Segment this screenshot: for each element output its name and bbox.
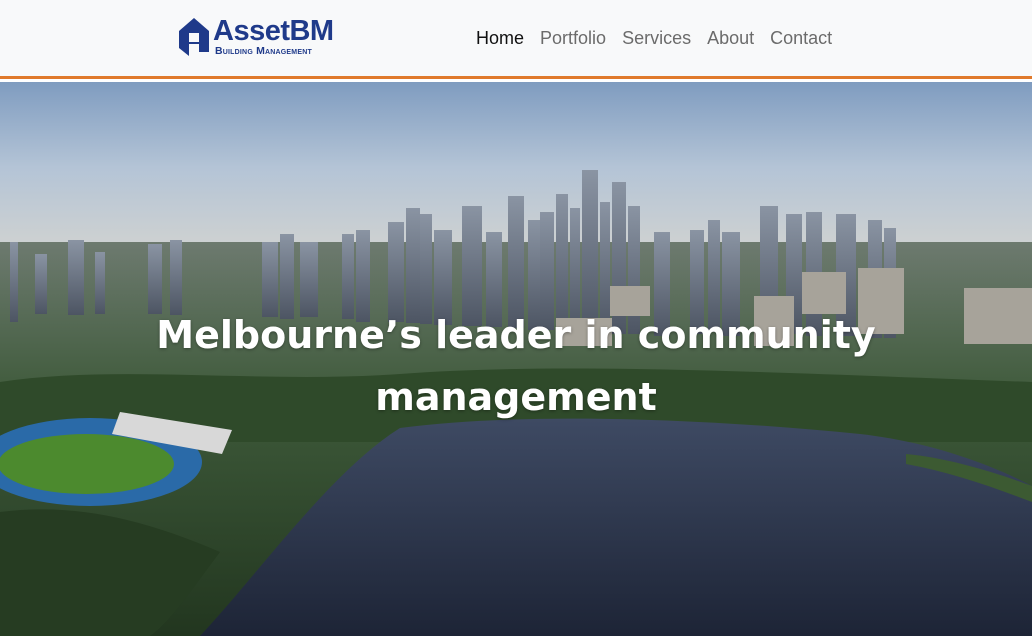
site-header: AssetBM Building Management Home Portfol… — [0, 0, 1032, 79]
hero-title: Melbourne’s leader in community manageme… — [0, 304, 1032, 428]
site-logo[interactable]: AssetBM Building Management — [178, 16, 368, 60]
nav-services[interactable]: Services — [622, 28, 692, 48]
main-nav: Home Portfolio Services About Contact — [476, 26, 832, 50]
logo-wordmark: AssetBM Building Management — [213, 16, 334, 57]
hero-title-line1: Melbourne’s leader in community — [156, 313, 876, 357]
nav-contact[interactable]: Contact — [770, 28, 833, 48]
nav-about[interactable]: About — [707, 28, 755, 48]
city-skyline-image — [0, 82, 1032, 636]
house-logo-icon — [179, 18, 209, 56]
logo-tagline: Building Management — [215, 45, 312, 57]
nav-portfolio[interactable]: Portfolio — [540, 28, 607, 48]
nav-home[interactable]: Home — [476, 28, 525, 48]
logo-name: AssetBM — [213, 15, 334, 47]
hero-title-line2: management — [375, 375, 657, 419]
hero-banner: Melbourne’s leader in community manageme… — [0, 82, 1032, 636]
